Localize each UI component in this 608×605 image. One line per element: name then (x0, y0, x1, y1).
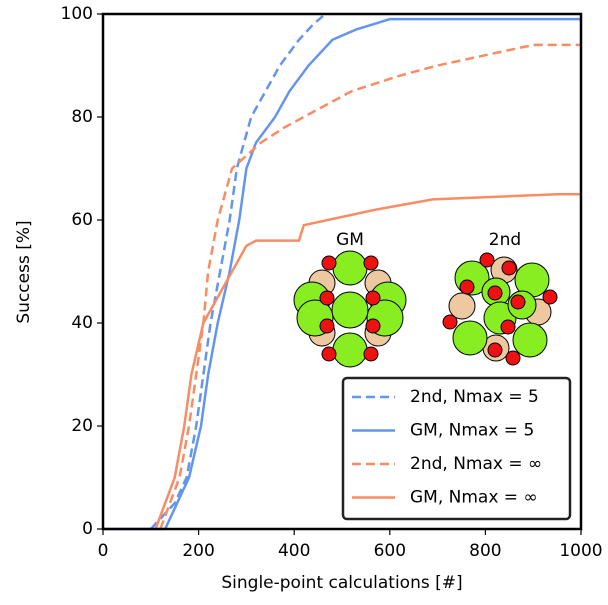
annotation: 2nd (489, 230, 521, 250)
legend-label: GM, Nmax = ∞ (410, 488, 538, 508)
y-tick-label: 40 (71, 313, 93, 333)
line (103, 17, 581, 531)
y-tick-label: 20 (71, 416, 93, 436)
line (154, 193, 581, 530)
x-tick-label: 0 (98, 541, 109, 561)
x-tick-label: 600 (374, 541, 406, 561)
line (149, 13, 327, 530)
y-axis-label: Success [%] (14, 220, 34, 323)
y-tick-label: 80 (71, 107, 93, 127)
legend-label: 2nd, Nmax = ∞ (410, 454, 542, 474)
x-tick-label: 400 (278, 541, 310, 561)
legend-box (341, 376, 572, 521)
legend-label: 2nd, Nmax = 5 (410, 387, 539, 407)
x-tick-label: 800 (469, 541, 501, 561)
y-tick-label: 0 (82, 519, 93, 539)
inset-2nd (442, 252, 558, 366)
legend-label: GM, Nmax = 5 (410, 421, 534, 441)
y-tick-label: 60 (71, 210, 93, 230)
x-tick-label: 1000 (559, 541, 602, 561)
x-tick-label: 200 (182, 541, 214, 561)
annotation: GM (336, 230, 364, 250)
inset-gm (293, 250, 407, 368)
line (159, 43, 581, 530)
plot-frame (101, 12, 583, 531)
y-tick-label: 100 (61, 4, 93, 24)
x-axis-label: Single-point calculations [#] (221, 573, 462, 593)
